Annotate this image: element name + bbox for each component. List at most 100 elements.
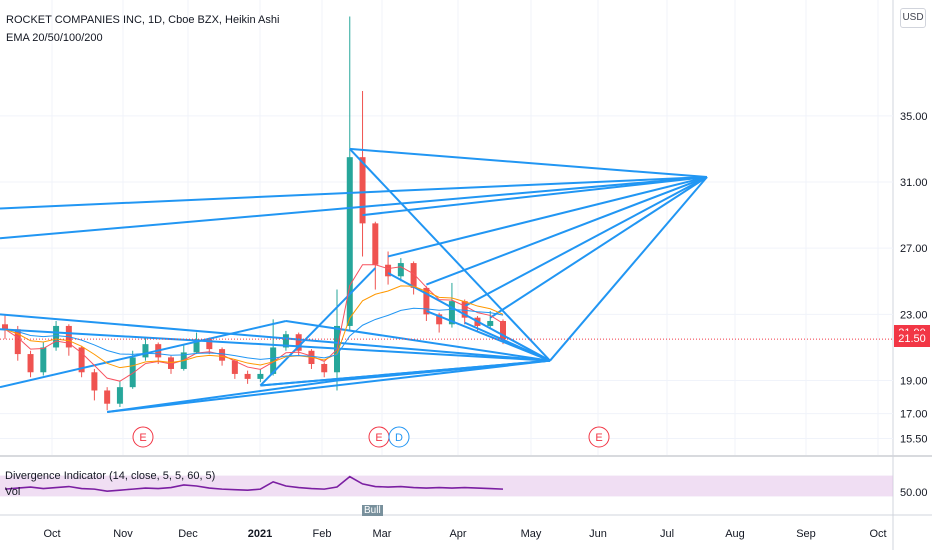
time-tick-label: Dec (178, 528, 198, 540)
oscillator-tick-label: 50.00 (900, 487, 928, 499)
candle-body (193, 339, 200, 353)
trendline[interactable] (549, 176, 708, 362)
candle-body (231, 360, 238, 374)
earnings-marker-label[interactable]: E (139, 432, 146, 444)
trendline[interactable] (387, 272, 551, 362)
candle-body (270, 347, 277, 374)
price-tag-last: 21.50 (894, 331, 930, 348)
candle-body (14, 329, 21, 355)
time-tick-label: Apr (449, 528, 466, 540)
candle-body (257, 373, 264, 379)
price-tick-label: 15.50 (900, 433, 928, 445)
candle-body (448, 301, 455, 325)
earnings-marker-circle[interactable] (132, 426, 154, 448)
candle-body (78, 347, 85, 373)
price-tick-label: 17.00 (900, 409, 928, 421)
trendlines-group (0, 147, 708, 413)
trendline[interactable] (260, 359, 551, 387)
candle-body (295, 334, 302, 351)
trendline[interactable] (387, 176, 708, 258)
trendline[interactable] (0, 328, 551, 362)
trendline[interactable] (285, 319, 551, 362)
indicator-label[interactable]: EMA 20/50/100/200 (6, 32, 103, 44)
earnings-marker-label[interactable]: E (595, 432, 602, 444)
ema-lines-group (4, 264, 504, 382)
candle-body (168, 357, 174, 369)
ema-line (4, 307, 504, 360)
candle-body (321, 364, 328, 373)
price-tick-label: 31.00 (900, 177, 928, 189)
price-tick-label: 35.00 (900, 111, 928, 123)
trendline[interactable] (107, 379, 338, 413)
oscillator-line (4, 475, 504, 493)
trendline[interactable] (0, 176, 708, 240)
candle-body (410, 263, 417, 288)
time-tick-label: Oct (43, 528, 60, 540)
candle-body (423, 287, 430, 315)
candle-body (372, 223, 379, 265)
candle-body (91, 372, 98, 391)
trendline[interactable] (0, 313, 551, 362)
oscillator-band (0, 475, 893, 497)
earnings-marker-label[interactable]: E (375, 432, 382, 444)
candle-body (461, 301, 468, 318)
time-tick-label: 2021 (248, 528, 272, 540)
time-tick-label: Jun (589, 528, 607, 540)
earnings-marker-circle[interactable] (388, 426, 410, 448)
trendline[interactable] (349, 148, 551, 362)
candle-body (436, 314, 443, 325)
currency-button[interactable]: USD (900, 8, 926, 28)
trendline[interactable] (349, 147, 708, 179)
trendline[interactable] (426, 176, 708, 286)
candle-body (282, 334, 289, 348)
price-axis[interactable]: 35.00 31.00 27.00 23.00 19.00 17.00 15.50 50.00 (900, 111, 928, 499)
price-tick-label: 23.00 (900, 309, 928, 321)
earnings-marker-circle[interactable] (588, 426, 610, 448)
candle-body (142, 344, 149, 358)
earnings-marker-label[interactable]: D (395, 432, 403, 444)
candle-body (487, 320, 494, 326)
price-tick-label: 19.00 (900, 376, 928, 388)
candle-body (206, 339, 213, 350)
candle-body (244, 373, 251, 379)
candle-body (2, 324, 8, 330)
time-axis[interactable]: Oct Nov Dec 2021 Feb Mar Apr May Jun Jul Aug Sep Oct (43, 528, 886, 540)
time-tick-label: Sep (796, 528, 816, 540)
oscillator-label[interactable]: Divergence Indicator (14, close, 5, 5, 6… (5, 470, 216, 482)
ema-line (4, 264, 504, 382)
time-tick-label: Feb (313, 528, 332, 540)
chart-title: ROCKET COMPANIES INC, 1D, Cboe BZX, Heik… (6, 14, 280, 26)
candle-body (104, 390, 111, 404)
time-tick-label: Jul (660, 528, 674, 540)
trendline[interactable] (107, 359, 551, 413)
candle-body (346, 157, 353, 326)
candle-body (116, 387, 123, 404)
candle-body (359, 157, 366, 224)
trendline[interactable] (464, 321, 551, 362)
candle-body (385, 264, 392, 277)
trendline[interactable] (0, 320, 287, 389)
trendline[interactable] (259, 267, 377, 387)
trendline[interactable] (489, 176, 708, 319)
bull-tag: Bull (362, 505, 383, 516)
candle-body (500, 320, 506, 340)
price-tick-label: 27.00 (900, 243, 928, 255)
time-tick-label: Aug (725, 528, 745, 540)
time-tick-label: May (521, 528, 542, 540)
candle-body (129, 357, 136, 388)
candle-body (40, 347, 47, 373)
trendline[interactable] (362, 176, 708, 217)
trendline[interactable] (464, 176, 708, 307)
candle-body (397, 263, 404, 277)
time-tick-label: Oct (869, 528, 886, 540)
candle-body (53, 325, 60, 348)
volume-label[interactable]: Vol (5, 486, 21, 498)
candle-body (27, 354, 34, 373)
time-tick-label: Nov (113, 528, 133, 540)
ema-line (4, 285, 504, 369)
time-tick-label: Mar (373, 528, 392, 540)
trendline[interactable] (0, 176, 708, 210)
